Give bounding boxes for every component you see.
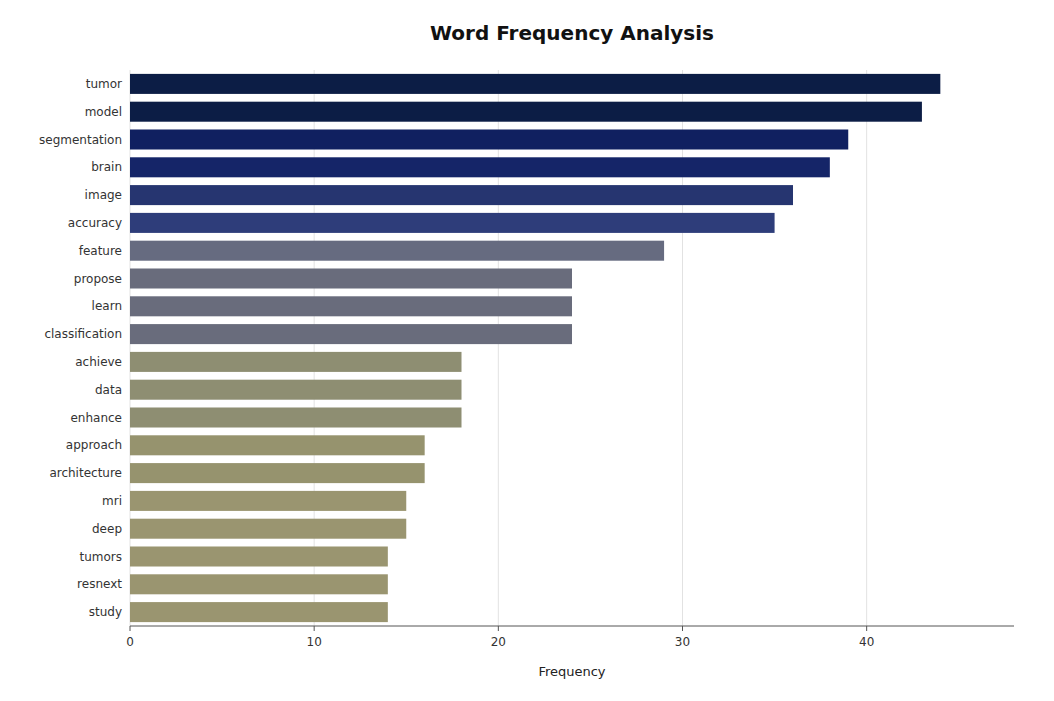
- grid: [130, 70, 867, 626]
- bar: [130, 602, 388, 622]
- category-label: learn: [92, 299, 122, 313]
- grid-line: [498, 70, 499, 626]
- axis-label: Frequency: [538, 664, 605, 679]
- category-label: brain: [91, 160, 122, 174]
- bar: [130, 574, 388, 594]
- tick-mark: [130, 626, 131, 631]
- grid-line: [314, 70, 315, 626]
- bar: [130, 491, 406, 511]
- bar: [130, 380, 462, 400]
- x-axis-line: [130, 626, 1014, 627]
- tick-label: 40: [859, 635, 874, 649]
- bar: [130, 519, 406, 539]
- bar: [130, 129, 848, 149]
- category-label: achieve: [75, 355, 122, 369]
- bars: [130, 74, 940, 622]
- background: [0, 0, 1054, 701]
- category-label: propose: [74, 272, 122, 286]
- category-label: classification: [44, 327, 122, 341]
- category-label: segmentation: [39, 133, 122, 147]
- tick-label: 20: [491, 635, 506, 649]
- tick-label: 0: [126, 635, 134, 649]
- bar: [130, 435, 425, 455]
- category-label: accuracy: [68, 216, 122, 230]
- category-label: data: [95, 383, 122, 397]
- tick-label: 10: [307, 635, 322, 649]
- title: Word Frequency Analysis: [430, 21, 714, 45]
- bar: [130, 213, 775, 233]
- category-label: tumors: [79, 550, 122, 564]
- category-label: study: [89, 605, 122, 619]
- grid-line: [866, 70, 867, 626]
- tick-mark: [682, 626, 683, 631]
- bar: [130, 241, 664, 261]
- category-label: tumor: [86, 77, 122, 91]
- category-label: model: [85, 105, 122, 119]
- category-label: image: [85, 188, 122, 202]
- bar: [130, 102, 922, 122]
- tick-mark: [498, 626, 499, 631]
- grid-line: [130, 70, 131, 626]
- bar: [130, 268, 572, 288]
- grid-line: [682, 70, 683, 626]
- bar: [130, 352, 462, 372]
- bar: [130, 324, 572, 344]
- category-label: architecture: [49, 466, 122, 480]
- bar: [130, 546, 388, 566]
- category-label: approach: [66, 438, 122, 452]
- bar: [130, 463, 425, 483]
- bar: [130, 407, 462, 427]
- tick-mark: [314, 626, 315, 631]
- bar: [130, 185, 793, 205]
- chart: 0 10 20 30 40 tumor model segmentation brain imag…: [0, 0, 1054, 701]
- category-label: resnext: [77, 577, 122, 591]
- category-label: deep: [92, 522, 122, 536]
- category-label: mri: [102, 494, 122, 508]
- category-label: feature: [79, 244, 122, 258]
- bar: [130, 157, 830, 177]
- tick-mark: [866, 626, 867, 631]
- tick-label: 30: [675, 635, 690, 649]
- category-label: enhance: [70, 411, 122, 425]
- bar: [130, 296, 572, 316]
- bar: [130, 74, 940, 94]
